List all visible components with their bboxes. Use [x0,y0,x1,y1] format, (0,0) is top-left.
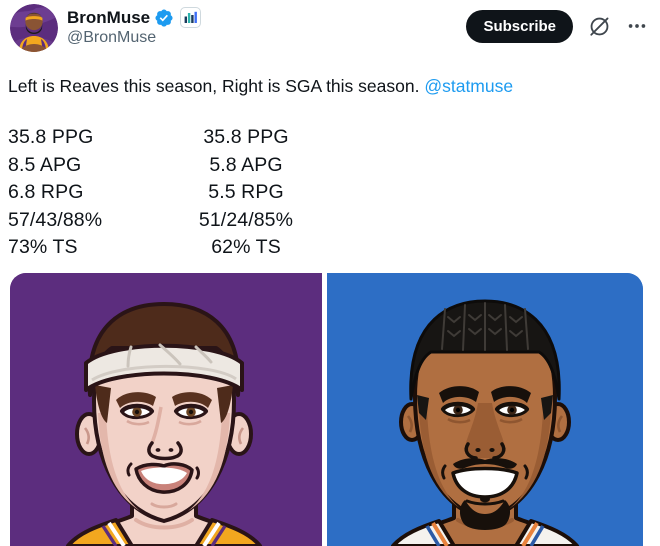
stat-left-rpg: 6.8 RPG [8,181,84,203]
more-options-icon[interactable] [626,15,648,37]
stat-row-splits: 57/43/88% 51/24/85% [8,207,312,235]
stat-left-ts: 73% TS [8,236,78,258]
sga-cartoon [327,273,643,546]
statmuse-mention-link[interactable]: @statmuse [424,76,514,96]
affiliate-bar-chart-badge-icon[interactable] [180,7,202,28]
stat-left-splits: 57/43/88% [8,208,103,231]
grok-icon[interactable] [588,15,611,38]
stat-row-ts: 73% TS 62% TS [8,234,312,262]
reaves-illustration [10,273,322,546]
stat-row-rpg: 6.8 RPG 5.5 RPG [8,179,312,207]
stat-left-ppg: 35.8 PPG [8,126,94,148]
stat-right-ppg: 35.8 PPG [203,126,289,148]
tweet-header: BronMuse @BronMuse Subscribe [10,4,648,52]
avatar-cartoon-image [10,4,58,52]
stat-right-splits: 51/24/85% [198,208,294,231]
stat-row-ppg: 35.8 PPG 35.8 PPG [8,124,312,152]
stat-right-ts: 62% TS [211,236,281,258]
tweet-text: Left is Reaves this season, Right is SGA… [8,75,650,98]
tweet-text-body: Left is Reaves this season, Right is SGA… [8,76,425,96]
verified-badge-icon [155,8,173,27]
stat-left-apg: 8.5 APG [8,153,82,176]
sga-illustration [327,273,643,546]
user-handle[interactable]: @BronMuse [67,29,157,46]
stats-block: 35.8 PPG 35.8 PPG 8.5 APG 5.8 APG 6.8 RP… [8,124,312,262]
reaves-cartoon [10,273,322,546]
avatar[interactable] [10,4,58,52]
stat-right-rpg: 5.5 RPG [208,181,284,203]
stat-row-apg: 8.5 APG 5.8 APG [8,152,312,180]
stat-right-apg: 5.8 APG [209,153,283,176]
subscribe-button[interactable]: Subscribe [466,9,573,43]
identity-block: BronMuse @BronMuse [67,4,202,48]
display-name[interactable]: BronMuse [67,7,151,27]
header-actions: Subscribe [466,4,648,48]
player-comparison-image[interactable] [10,273,643,546]
